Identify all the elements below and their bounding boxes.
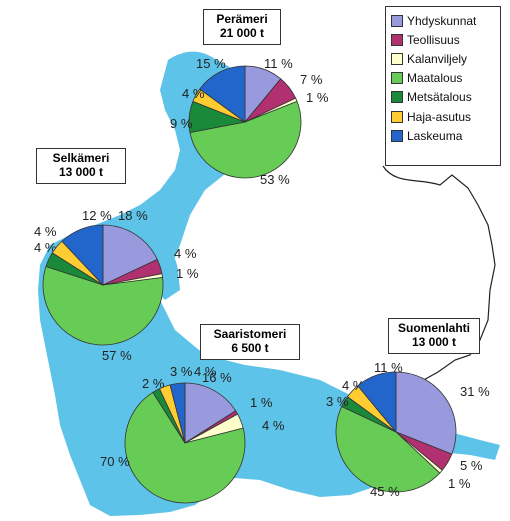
region-title-selkameri: Selkämeri 13 000 t xyxy=(36,148,126,184)
pie-slice xyxy=(61,224,104,287)
slice-label: 4 % xyxy=(174,246,197,261)
slice-label: 11 % xyxy=(264,56,293,71)
legend-item: Yhdyskunnat xyxy=(391,11,495,30)
legend-item: Laskeuma xyxy=(391,126,495,145)
pie-chart: 31 % 5 % 1 % 45 % 3 %4 % 11 % xyxy=(326,360,490,499)
region-amount: 21 000 t xyxy=(219,26,265,40)
legend-swatch xyxy=(391,72,403,85)
legend-label: Kalanviljely xyxy=(407,51,468,66)
slice-label: 70 % xyxy=(100,454,130,469)
slice-label: 4 % xyxy=(34,224,57,239)
slice-label: 1 % xyxy=(306,90,329,105)
pie-chart: 16 %1 %4 %70 %2 %3 % 4 % xyxy=(100,364,285,504)
legend-swatch xyxy=(391,33,403,46)
slice-label: 57 % xyxy=(102,348,132,363)
slice-label: 16 % xyxy=(202,370,232,385)
legend-swatch xyxy=(391,110,403,123)
slice-label: 18 % xyxy=(118,208,148,223)
slice-label: 7 % xyxy=(300,72,323,87)
slice-label: 45 % xyxy=(370,484,400,499)
slice-label: 4 % xyxy=(194,364,217,379)
legend-swatch xyxy=(391,14,403,27)
legend-item: Kalanviljely xyxy=(391,49,495,68)
legend-swatch xyxy=(391,52,403,65)
slice-label: 4 % xyxy=(342,378,365,393)
pie-slice xyxy=(124,391,246,504)
pie-slice xyxy=(199,65,246,123)
legend-label: Yhdyskunnat xyxy=(407,13,477,28)
region-title-suomenlahti: Suomenlahti 13 000 t xyxy=(388,318,480,354)
region-amount: 13 000 t xyxy=(58,165,104,179)
legend-item: Metsätalous xyxy=(391,88,495,107)
slice-label: 9 % xyxy=(170,116,193,131)
region-amount: 13 000 t xyxy=(411,335,457,349)
slice-label: 5 % xyxy=(460,458,483,473)
pie-chart: 11 % 7 % 1 % 53 % 9 % 4 % 15 % xyxy=(170,56,329,187)
legend-swatch xyxy=(391,91,403,104)
pie-slice xyxy=(42,265,164,346)
region-title-saaristomeri: Saaristomeri 6 500 t xyxy=(200,324,300,360)
pie-slice xyxy=(357,371,397,434)
pie-slice xyxy=(335,405,441,493)
slice-label: 15 % xyxy=(196,56,226,71)
slice-label: 1 % xyxy=(448,476,471,491)
legend-item: Teollisuus xyxy=(391,30,495,49)
legend-item: Maatalous xyxy=(391,69,495,88)
slice-label: 1 % xyxy=(250,395,273,410)
pie-slice xyxy=(169,382,186,444)
slice-label: 4 % xyxy=(262,418,285,433)
pie-slice xyxy=(102,224,158,286)
slice-label: 31 % xyxy=(460,384,490,399)
region-amount: 6 500 t xyxy=(231,341,269,355)
slice-label: 11 % xyxy=(374,360,403,375)
legend-label: Teollisuus xyxy=(407,32,460,47)
legend-label: Maatalous xyxy=(407,71,463,86)
region-name: Saaristomeri xyxy=(213,327,287,341)
legend-label: Haja-asutus xyxy=(407,109,472,124)
region-title-perameri: Perämeri 21 000 t xyxy=(203,9,281,45)
region-name: Perämeri xyxy=(216,12,268,26)
slice-label: 53 % xyxy=(260,172,290,187)
slice-label: 3 % xyxy=(170,364,193,379)
legend-label: Metsätalous xyxy=(407,90,472,105)
slice-label: 4 % xyxy=(34,240,57,255)
pie-slice xyxy=(395,371,457,455)
pie-slice xyxy=(184,382,237,444)
country-border xyxy=(382,165,496,383)
legend-swatch xyxy=(391,129,403,142)
legend: Yhdyskunnat Teollisuus Kalanviljely Maat… xyxy=(385,6,501,166)
pie-slice xyxy=(189,100,302,179)
legend-item: Haja-asutus xyxy=(391,107,495,126)
legend-label: Laskeuma xyxy=(407,128,463,143)
pie-chart: 18 %4 %1 %57 %4 %4 %12 % xyxy=(34,208,199,363)
region-name: Selkämeri xyxy=(52,151,110,165)
slice-label: 12 % xyxy=(82,208,112,223)
slice-label: 1 % xyxy=(176,266,199,281)
region-name: Suomenlahti xyxy=(397,321,470,335)
slice-label: 4 % xyxy=(182,86,205,101)
slice-label: 3 % xyxy=(326,394,349,409)
slice-label: 2 % xyxy=(142,376,165,391)
